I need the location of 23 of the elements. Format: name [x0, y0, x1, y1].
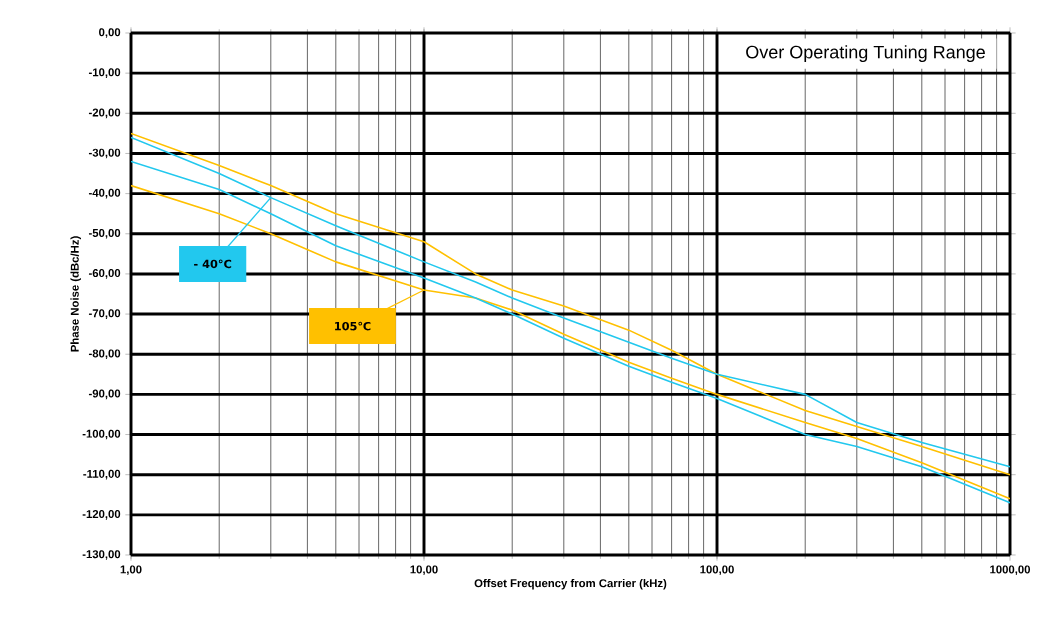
text: 105℃ [335, 321, 371, 331]
y-tick-label: -30,00 [88, 148, 121, 159]
y-axis-title: Phase Noise (dBc/Hz) [70, 236, 81, 352]
text: - 40°C [194, 259, 232, 269]
y-tick-label: -100,00 [82, 429, 121, 440]
x-tick-label: 10,00 [410, 565, 438, 576]
x-axis-title: Offset Frequency from Carrier (kHz) [474, 578, 667, 590]
y-tick-label: -40,00 [88, 188, 121, 199]
y-tick-label: 0,00 [99, 28, 121, 38]
y-tick-label: -60,00 [88, 269, 121, 279]
x-tick-label: 1,00 [120, 565, 142, 576]
y-tick-label: -20,00 [88, 108, 121, 119]
y-tick-label: -120,00 [82, 510, 121, 520]
y-tick-label: -10,00 [88, 68, 121, 78]
x-tick-label: 100,00 [700, 565, 734, 576]
x-tick-label: 1000,00 [990, 565, 1031, 576]
y-tick-label: -70,00 [88, 309, 121, 319]
y-tick-label: -130,00 [82, 550, 121, 560]
y-tick-label: -90,00 [88, 389, 121, 400]
y-tick-label: -80,00 [88, 349, 121, 360]
y-tick-label: -50,00 [88, 228, 121, 239]
annotation: Over Operating Tuning Range [746, 45, 985, 63]
y-tick-label: -110,00 [83, 469, 121, 480]
